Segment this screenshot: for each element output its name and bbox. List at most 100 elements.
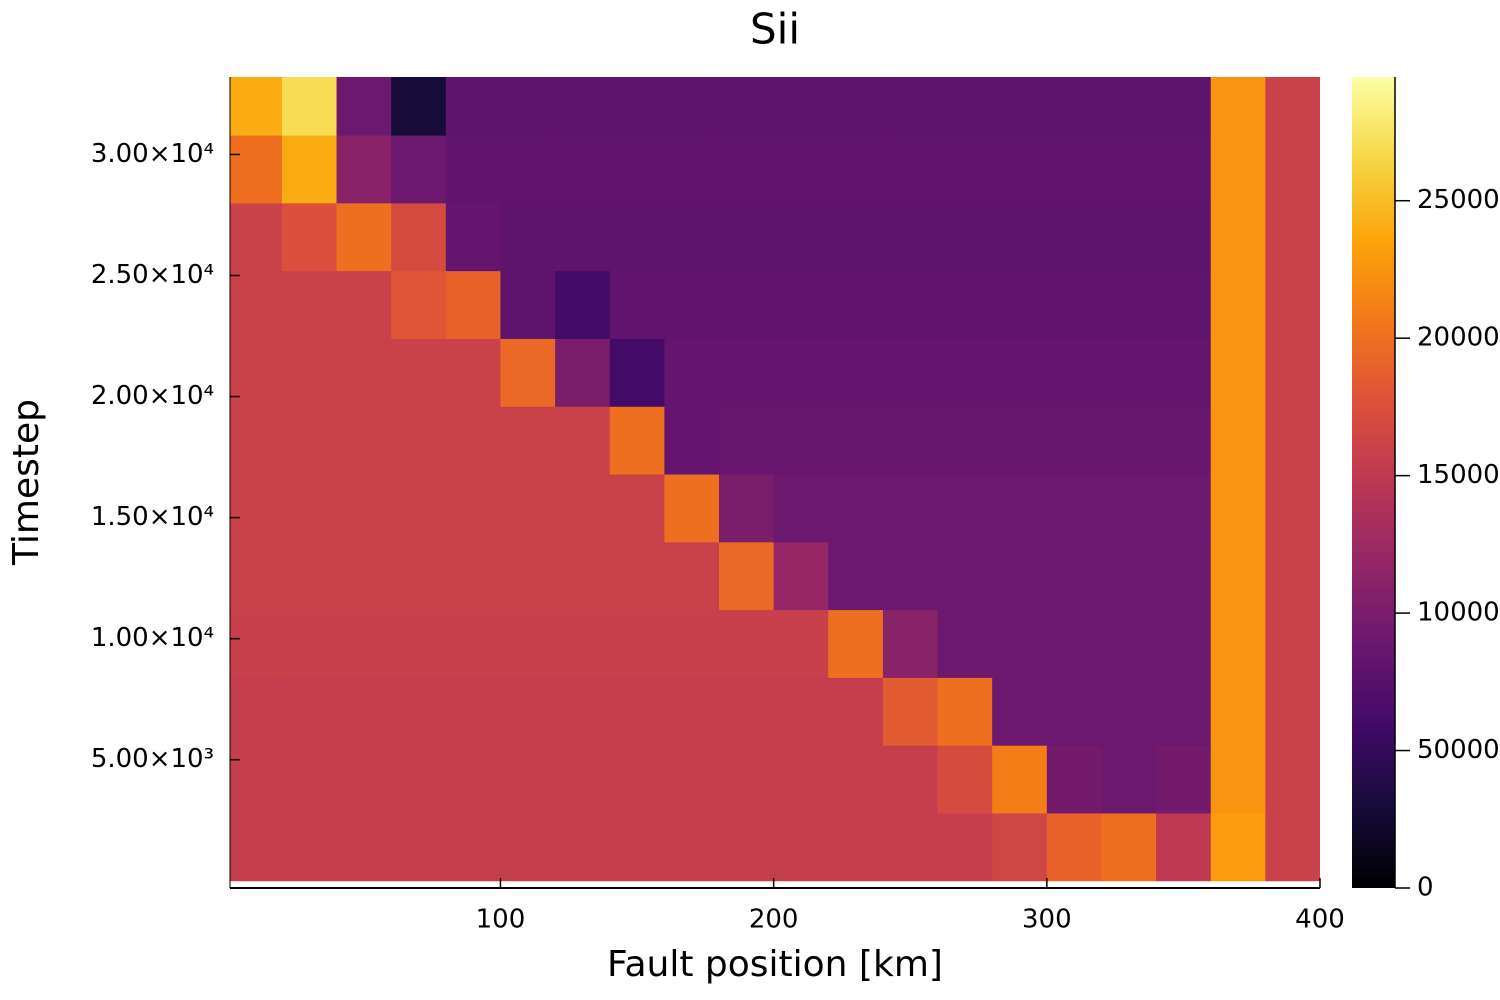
heatmap-cell [1101, 677, 1157, 746]
x-tick-label: 200 [749, 905, 799, 935]
heatmap-cell [445, 812, 501, 882]
heatmap-cell [773, 202, 829, 272]
heatmap-cell [1046, 745, 1102, 814]
heatmap-cell [336, 77, 392, 136]
heatmap-cell [718, 474, 775, 543]
heatmap-cell [1156, 135, 1212, 204]
heatmap-cell [664, 338, 720, 407]
colorbar [1352, 77, 1395, 888]
heatmap-cell [1046, 474, 1102, 543]
heatmap-cell [882, 406, 939, 475]
heatmap-cell [1265, 406, 1320, 475]
heatmap-cell [992, 338, 1048, 407]
heatmap-cell [609, 677, 665, 746]
heatmap-cell [230, 135, 283, 204]
heatmap-cell [937, 541, 993, 611]
heatmap-cell [773, 541, 829, 611]
heatmap-cell [609, 474, 665, 543]
heatmap-cell [882, 338, 939, 407]
heatmap-cell [1101, 135, 1157, 204]
heatmap-cell [992, 677, 1048, 746]
heatmap-cell [1101, 202, 1157, 272]
y-tick-label: 1.50×10⁴ [91, 502, 214, 532]
heatmap-cell [1156, 677, 1212, 746]
heatmap-cell [609, 338, 665, 407]
heatmap-cell [281, 202, 338, 272]
heatmap-cell [391, 474, 447, 543]
heatmap-cell [391, 77, 447, 136]
heatmap-cell [664, 406, 720, 475]
heatmap-cell [391, 406, 447, 475]
heatmap-cell [882, 135, 939, 204]
heatmap-cell [664, 677, 720, 746]
heatmap-cell [773, 745, 829, 814]
heatmap-cell [1046, 812, 1102, 882]
heatmap-cell [1210, 202, 1266, 272]
heatmap-cell [445, 338, 501, 407]
heatmap-cell [1265, 202, 1320, 272]
heatmap-cell [992, 406, 1048, 475]
colorbar-tick-label: 0 [1417, 873, 1434, 903]
heatmap-cell [391, 135, 447, 204]
heatmap-cell [1046, 77, 1102, 136]
heatmap-cell [336, 541, 392, 611]
heatmap-cell [391, 745, 447, 814]
heatmap-cell [1265, 474, 1320, 543]
heatmap-cell [1101, 270, 1157, 339]
heatmap-cell [391, 812, 447, 882]
heatmap-cell [937, 745, 993, 814]
heatmap-cell [1265, 135, 1320, 204]
heatmap-cell [609, 812, 665, 882]
heatmap-cell [555, 406, 611, 475]
heatmap-cell [773, 677, 829, 746]
heatmap-cell [1265, 270, 1320, 339]
heatmap-cell [445, 474, 501, 543]
heatmap-cell [1101, 474, 1157, 543]
heatmap-cell [500, 406, 556, 475]
heatmap-cell [718, 270, 775, 339]
heatmap-cell [1046, 270, 1102, 339]
heatmap-cell [1210, 541, 1266, 611]
heatmap-cell [1156, 541, 1212, 611]
heatmap-cell [445, 745, 501, 814]
heatmap-cell [1046, 541, 1102, 611]
heatmap-cell [718, 202, 775, 272]
heatmap-cell [555, 338, 611, 407]
heatmap-cell [500, 609, 556, 678]
heatmap-cell [555, 541, 611, 611]
x-tick-label: 100 [476, 905, 526, 935]
heatmap-cell [1210, 812, 1266, 882]
y-tick-label: 3.00×10⁴ [91, 139, 214, 169]
heatmap-cell [500, 77, 556, 136]
heatmap-cell [1156, 406, 1212, 475]
heatmap-cell [445, 135, 501, 204]
y-axis-label: Timestep [6, 399, 47, 566]
heatmap-cell [992, 202, 1048, 272]
heatmap-cell [445, 677, 501, 746]
heatmap-cell [773, 812, 829, 882]
heatmap-cell [992, 812, 1048, 882]
heatmap-cell [937, 338, 993, 407]
heatmap-cell [555, 677, 611, 746]
heatmap-cell [992, 474, 1048, 543]
heatmap-cell [336, 338, 392, 407]
heatmap-cell [773, 609, 829, 678]
heatmap-cell [500, 541, 556, 611]
heatmap-cell [391, 270, 447, 339]
heatmap-cell [1210, 338, 1266, 407]
heatmap-cell [336, 745, 392, 814]
heatmap-cell [1156, 202, 1212, 272]
heatmap-cell [1210, 609, 1266, 678]
heatmap-cell [773, 270, 829, 339]
heatmap-cell [555, 474, 611, 543]
heatmap-cell [555, 77, 611, 136]
colorbar-tick-label: 250000 [1417, 185, 1500, 215]
heatmap-cell [882, 609, 939, 678]
heatmap-cell [500, 677, 556, 746]
heatmap-cell [882, 745, 939, 814]
heatmap-cell [718, 541, 775, 611]
heatmap-cell [882, 474, 939, 543]
heatmap-cell [336, 135, 392, 204]
heatmap-cell [230, 474, 283, 543]
heatmap-cell [664, 541, 720, 611]
